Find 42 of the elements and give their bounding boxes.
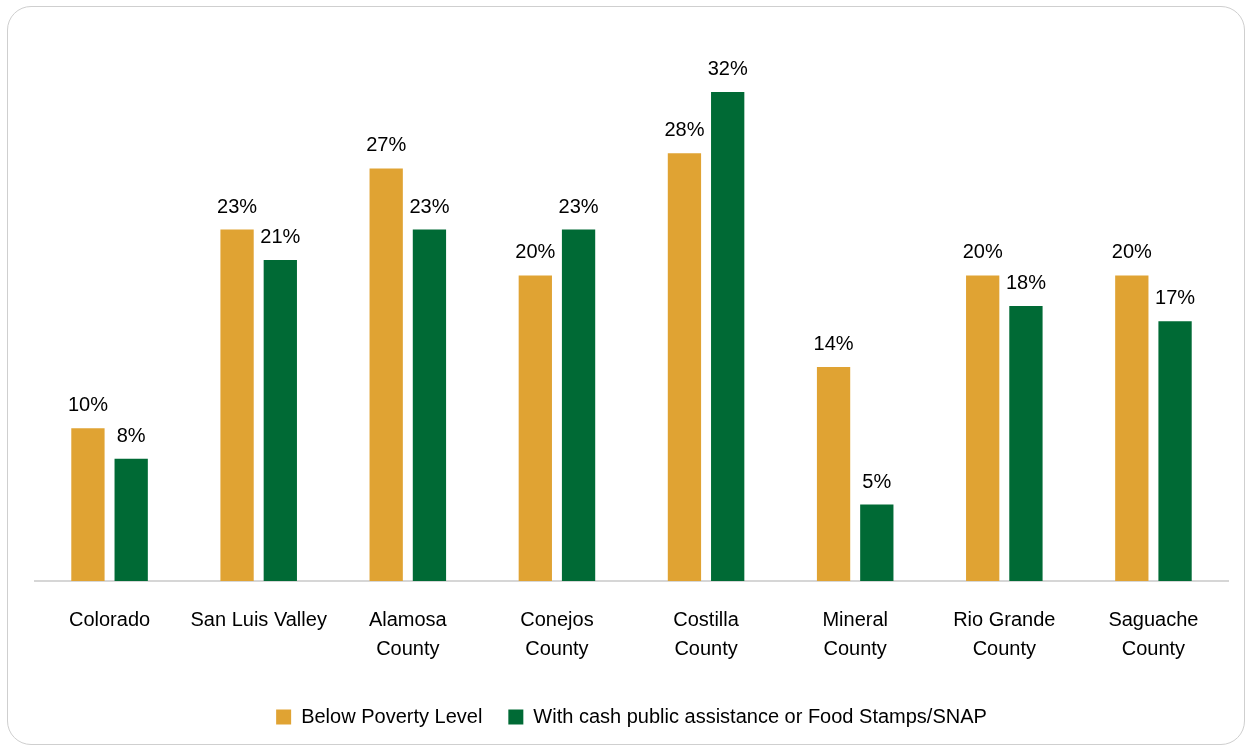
bar bbox=[1158, 321, 1192, 581]
bar bbox=[518, 275, 552, 581]
x-tick-label: Alamosa County bbox=[368, 608, 448, 660]
x-tick-label: Rio Grande County bbox=[953, 608, 1056, 660]
data-label: 20% bbox=[1111, 240, 1153, 263]
x-tick-label: Colorado bbox=[68, 608, 151, 631]
data-label: 23% bbox=[409, 194, 450, 217]
x-tick-label: Conejos County bbox=[520, 608, 594, 660]
x-tick-label: Saguache County bbox=[1108, 608, 1199, 660]
bar bbox=[816, 367, 851, 581]
bar bbox=[667, 153, 702, 581]
x-tick-label: Mineral County bbox=[822, 608, 888, 660]
bar bbox=[966, 275, 1000, 581]
data-label: 14% bbox=[813, 332, 854, 355]
bar bbox=[263, 260, 297, 581]
legend-label: Below Poverty Level bbox=[301, 704, 483, 727]
data-label: 5% bbox=[862, 469, 892, 492]
legend-label: With cash public assistance or Food Stamps/SNAP bbox=[533, 704, 987, 727]
bar bbox=[71, 428, 105, 581]
bar bbox=[412, 229, 447, 581]
data-label: 17% bbox=[1155, 286, 1196, 309]
x-tick-label: San Luis Valley bbox=[190, 608, 327, 631]
bar bbox=[711, 92, 745, 581]
bar bbox=[369, 168, 403, 581]
data-label: 23% bbox=[217, 194, 258, 217]
bar bbox=[860, 504, 894, 581]
data-label: 18% bbox=[1005, 270, 1047, 293]
data-label: 32% bbox=[707, 57, 748, 79]
bar bbox=[1009, 305, 1043, 581]
bar bbox=[114, 458, 148, 581]
x-tick-label: Costilla County bbox=[673, 608, 740, 660]
data-label: 21% bbox=[260, 225, 301, 248]
data-label: 20% bbox=[515, 240, 556, 263]
bar bbox=[1115, 275, 1149, 581]
data-label: 10% bbox=[67, 393, 109, 416]
data-label: 27% bbox=[366, 133, 407, 156]
data-label: 28% bbox=[664, 118, 705, 141]
data-label: 23% bbox=[558, 194, 599, 217]
data-label: 20% bbox=[962, 240, 1003, 263]
data-label: 8% bbox=[116, 423, 146, 446]
bar bbox=[220, 229, 254, 581]
bar bbox=[561, 229, 596, 581]
